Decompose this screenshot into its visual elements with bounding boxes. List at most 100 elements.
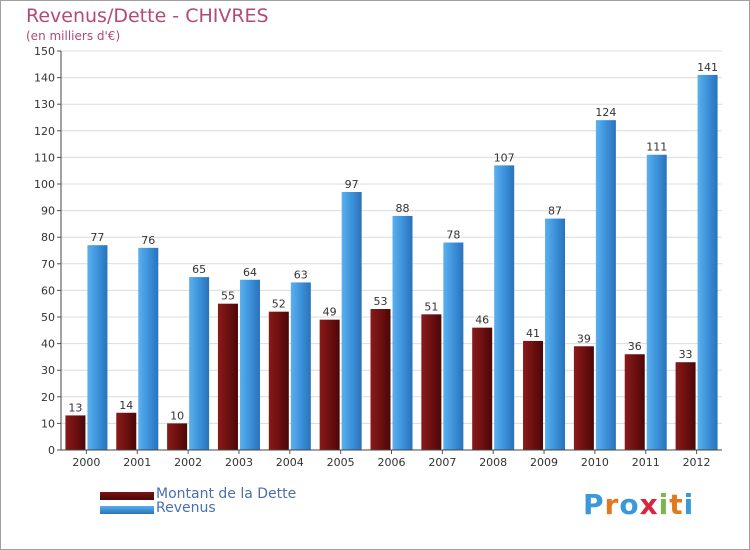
logo-letter: P [583,488,605,521]
bars: 13 77 14 76 10 65 55 64 52 63 49 97 53 88 51 78 46 107 41 8… [65,61,718,451]
data-label-debt: 41 [526,327,540,340]
y-tick-label: 60 [41,284,55,297]
data-label-debt: 52 [272,298,286,311]
chart-subtitle: (en milliers d'€) [26,29,121,43]
y-tick-label: 10 [41,417,55,430]
x-tick-label: 2004 [276,456,304,469]
bar-debt [472,327,493,450]
bar-revenue [189,277,210,450]
data-label-revenue: 111 [646,141,667,154]
x-tick-label: 2009 [530,456,558,469]
y-tick-label: 40 [41,338,55,351]
data-label-revenue: 65 [192,263,206,276]
bar-revenue [290,282,311,450]
y-tick-label: 80 [41,231,55,244]
logo-letter: i [658,488,670,521]
data-label-revenue: 87 [548,205,562,218]
data-label-debt: 14 [119,399,133,412]
bar-revenue [697,74,718,450]
data-label-debt: 33 [679,348,693,361]
bar-debt [523,340,544,450]
legend-label-debt: Montant de la Dette [156,486,297,502]
proxiti-logo: Proxiti [583,488,694,521]
x-tick-label: 2000 [72,456,100,469]
logo-letter: i [683,488,695,521]
data-label-debt: 53 [374,295,388,308]
y-tick-label: 20 [41,391,55,404]
bar-debt [573,346,594,450]
data-label-debt: 10 [170,409,184,422]
bar-revenue [494,165,515,450]
bar-debt [217,303,238,450]
x-tick-label: 2007 [428,456,456,469]
bar-debt [319,319,340,450]
bar-debt [624,354,645,450]
y-tick-label: 150 [34,45,55,58]
data-label-revenue: 77 [90,231,104,244]
legend-label-revenue: Revenus [156,500,216,516]
bar-revenue [545,218,566,450]
x-tick-label: 2006 [378,456,406,469]
y-tick-label: 120 [34,125,55,138]
x-tick-label: 2011 [632,456,660,469]
logo-letter: r [604,488,620,521]
bar-revenue [239,279,260,450]
data-label-revenue: 76 [141,234,155,247]
data-label-revenue: 64 [243,266,257,279]
legend-swatch-revenue [100,506,154,514]
bar-revenue [341,191,362,451]
bar-revenue [646,154,667,451]
data-label-debt: 39 [577,332,591,345]
logo-letter: o [619,488,640,521]
logo-letter: x [639,488,659,521]
data-label-revenue: 97 [345,178,359,191]
y-tick-label: 30 [41,364,55,377]
data-label-debt: 51 [424,300,438,313]
chart-title: Revenus/Dette - CHIVRES [26,5,269,27]
data-label-debt: 36 [628,340,642,353]
bar-revenue [87,245,108,450]
x-tick-label: 2008 [479,456,507,469]
bar-debt [268,311,289,450]
grid-lines [61,50,722,424]
bar-debt [421,314,442,450]
y-tick-label: 140 [34,72,55,85]
bar-debt [370,309,391,450]
bar-revenue [595,120,616,450]
bar-debt [167,423,188,450]
y-tick-label: 50 [41,311,55,324]
logo-letter: t [669,488,684,521]
y-tick-label: 130 [34,98,55,111]
data-label-revenue: 78 [446,229,460,242]
data-label-revenue: 141 [697,61,718,74]
axes: 0 10 20 30 40 50 60 70 80 90 100 110 120 130 140 150 200… [34,45,722,469]
data-label-debt: 49 [323,306,337,319]
x-tick-label: 2001 [123,456,151,469]
x-tick-label: 2012 [683,456,711,469]
x-tick-label: 2010 [581,456,609,469]
data-label-debt: 13 [68,401,82,414]
y-tick-label: 110 [34,151,55,164]
bar-revenue [392,215,413,450]
y-tick-label: 100 [34,178,55,191]
bar-revenue [443,242,464,450]
x-tick-label: 2002 [174,456,202,469]
y-tick-label: 0 [48,444,55,457]
y-tick-label: 90 [41,205,55,218]
x-tick-label: 2003 [225,456,253,469]
data-label-revenue: 124 [595,106,616,119]
y-tick-label: 70 [41,258,55,271]
data-label-revenue: 107 [494,151,515,164]
bar-debt [675,362,696,450]
bar-debt [116,412,137,450]
data-label-debt: 46 [475,314,489,327]
bar-revenue [138,247,159,450]
x-tick-label: 2005 [327,456,355,469]
legend-swatch-debt [100,492,154,500]
data-label-debt: 55 [221,290,235,303]
data-label-revenue: 88 [396,202,410,215]
data-label-revenue: 63 [294,268,308,281]
bar-debt [65,415,86,450]
